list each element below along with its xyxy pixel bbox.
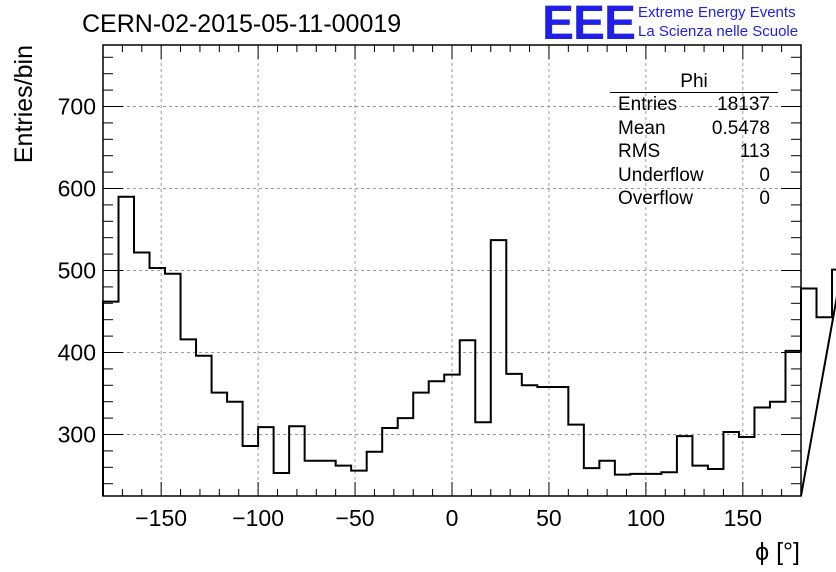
eee-logo: EEE <box>542 0 636 50</box>
logo-caption-line2: La Scienza nelle Scuole <box>638 23 799 40</box>
stats-value: 0 <box>759 164 770 186</box>
stats-label: Underflow <box>618 164 704 186</box>
stats-row: RMS 113 <box>610 140 778 164</box>
x-tick-label: 150 <box>724 505 762 531</box>
stats-label: Entries <box>618 94 678 115</box>
stats-row: Underflow 0 <box>610 164 778 188</box>
logo-caption: Extreme Energy Events La Scienza nelle S… <box>638 3 798 41</box>
x-tick-label: −150 <box>135 505 187 531</box>
y-tick-label: 700 <box>58 94 96 120</box>
x-axis-label: ϕ [°] <box>755 538 800 566</box>
x-tick-label: −50 <box>336 505 375 531</box>
histogram-line <box>102 195 836 497</box>
x-tick-label: 0 <box>446 505 459 531</box>
stats-value: 0 <box>759 188 770 209</box>
x-tick-label: −100 <box>232 505 284 531</box>
stats-title: Phi <box>610 72 778 93</box>
y-tick-label: 400 <box>58 340 96 366</box>
stats-value: 0.5478 <box>711 117 770 139</box>
stats-value: 18137 <box>717 94 770 115</box>
y-tick-label: 300 <box>58 422 96 448</box>
stats-label: Overflow <box>618 188 693 209</box>
stats-label: RMS <box>618 141 661 162</box>
y-tick-label: 500 <box>58 258 96 284</box>
x-tick-label: 50 <box>536 505 562 531</box>
y-axis-label: Entries/bin <box>10 45 38 163</box>
y-tick-label: 600 <box>58 176 96 202</box>
stats-row: Overflow 0 <box>610 187 778 211</box>
x-tick-label: 100 <box>627 505 665 531</box>
chart-title: CERN-02-2015-05-11-00019 <box>82 10 402 38</box>
stats-label: Mean <box>618 117 666 139</box>
stats-row: Entries 18137 <box>610 93 778 117</box>
logo-caption-line1: Extreme Energy Events <box>638 4 796 21</box>
stats-box: Phi Entries 18137 Mean 0.5478 RMS 113 Un… <box>610 72 778 211</box>
stats-row: Mean 0.5478 <box>610 117 778 141</box>
stats-value: 113 <box>739 141 770 162</box>
